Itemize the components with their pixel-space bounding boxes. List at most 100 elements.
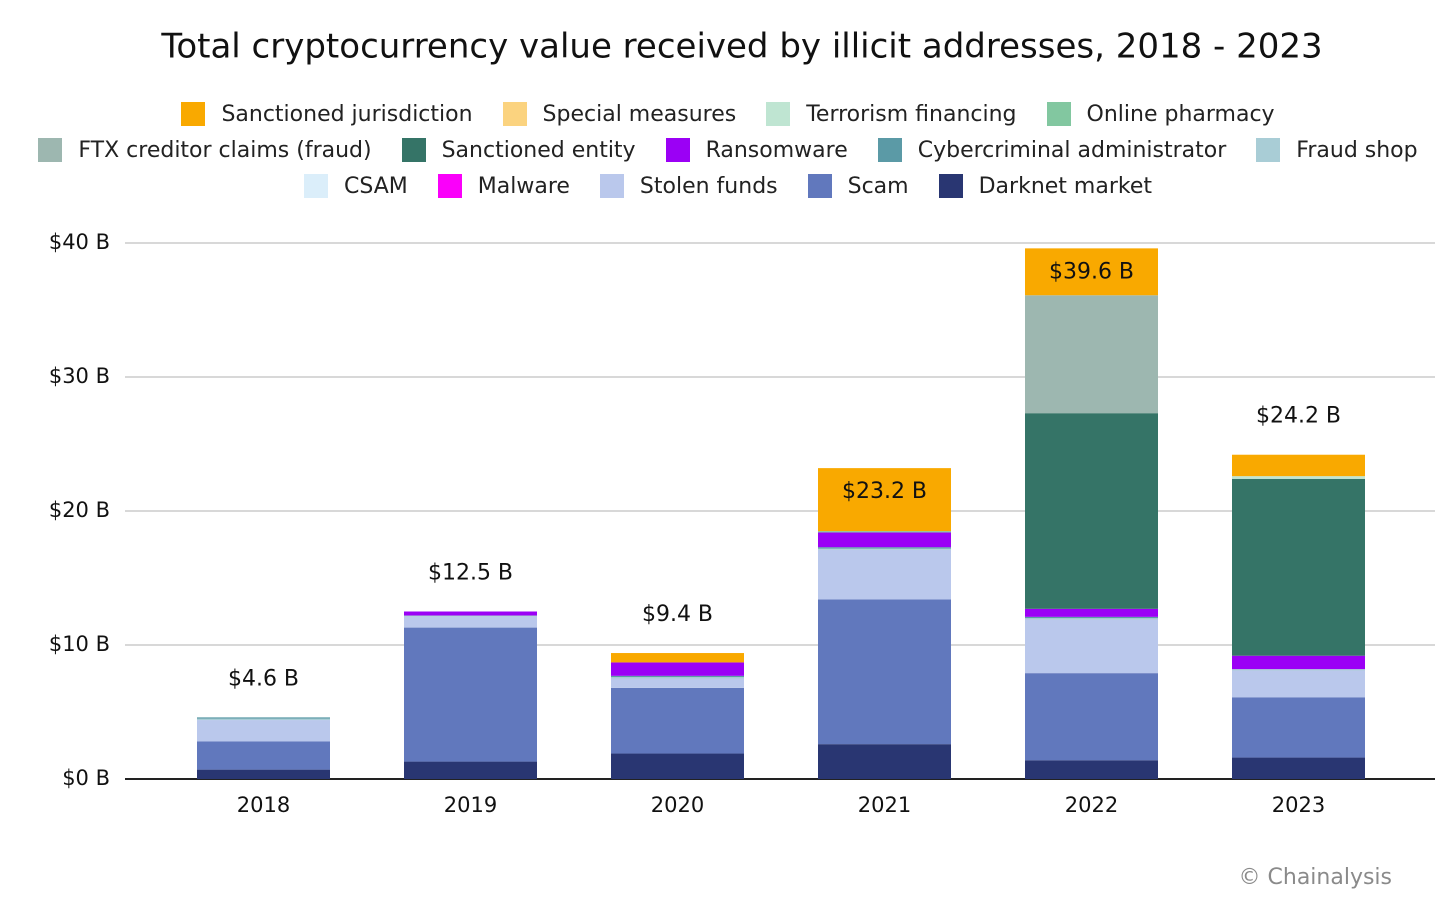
bar-segment bbox=[611, 677, 744, 679]
legend-swatch bbox=[665, 138, 690, 162]
legend-item: Sanctioned jurisdiction bbox=[181, 101, 473, 127]
legend-label: FTX creditor claims (fraud) bbox=[78, 137, 372, 163]
legend-swatch bbox=[502, 102, 527, 126]
bar-segment bbox=[404, 611, 537, 616]
legend-swatch bbox=[304, 174, 328, 198]
bar-segment bbox=[1025, 616, 1158, 619]
bar-segment bbox=[611, 662, 744, 676]
legend-swatch bbox=[1046, 102, 1071, 126]
bar-segment bbox=[404, 615, 537, 617]
total-label: $4.6 B bbox=[228, 666, 299, 691]
bar-segment bbox=[404, 616, 537, 628]
x-tick-label: 2023 bbox=[1272, 793, 1325, 817]
legend-swatch bbox=[938, 174, 963, 198]
legend: Sanctioned jurisdiction Special measures T… bbox=[0, 96, 1456, 204]
bar-segment bbox=[197, 717, 330, 719]
bar-segment bbox=[1232, 697, 1365, 758]
legend-label: Terrorism financing bbox=[806, 101, 1017, 127]
bar-segment bbox=[1025, 673, 1158, 761]
bar-segment bbox=[611, 753, 744, 779]
y-tick-label: $10 B bbox=[49, 632, 110, 656]
bar-segment bbox=[1025, 248, 1158, 296]
bar-segment bbox=[1232, 655, 1365, 670]
total-label: $12.5 B bbox=[428, 561, 513, 586]
legend-item: Fraud shop bbox=[1256, 137, 1418, 163]
legend-label: Malware bbox=[477, 173, 570, 199]
bar-segment bbox=[197, 720, 330, 742]
legend-label: Special measures bbox=[542, 101, 737, 127]
bar-segment bbox=[1025, 618, 1158, 620]
bar-segment bbox=[611, 678, 744, 688]
bar-segment bbox=[818, 468, 951, 532]
y-tick-label: $20 B bbox=[49, 498, 110, 522]
bar-segment bbox=[404, 761, 537, 779]
total-label: $9.4 B bbox=[642, 602, 713, 627]
legend-swatch bbox=[401, 138, 426, 162]
total-label: $23.2 B bbox=[842, 479, 927, 504]
bar-segment bbox=[1025, 608, 1158, 617]
bar-segment bbox=[1232, 454, 1365, 477]
bar-segment bbox=[611, 687, 744, 754]
legend-item: Cybercriminal administrator bbox=[877, 137, 1227, 163]
bar-segment bbox=[1025, 619, 1158, 674]
bar-segment bbox=[1232, 478, 1365, 656]
bar-segment bbox=[1025, 413, 1158, 609]
legend-swatch bbox=[766, 102, 791, 126]
legend-item: Darknet market bbox=[938, 173, 1152, 199]
legend-item: CSAM bbox=[304, 174, 408, 199]
legend-item: Scam bbox=[807, 173, 909, 199]
legend-swatch bbox=[437, 174, 462, 198]
legend-row: FTX creditor claims (fraud) Sanctioned en… bbox=[0, 132, 1456, 168]
legend-item: Sanctioned entity bbox=[401, 137, 636, 163]
bar-segment bbox=[197, 741, 330, 770]
x-tick-label: 2022 bbox=[1065, 793, 1118, 817]
bar-segment bbox=[1232, 670, 1365, 698]
bar-segment bbox=[818, 744, 951, 779]
legend-item: Special measures bbox=[502, 101, 737, 127]
bar-segment bbox=[1025, 760, 1158, 779]
legend-label: CSAM bbox=[344, 173, 408, 199]
legend-swatch bbox=[599, 174, 624, 198]
bar-segment bbox=[611, 675, 744, 678]
x-tick-label: 2019 bbox=[444, 793, 497, 817]
legend-item: FTX creditor claims (fraud) bbox=[38, 137, 372, 163]
bar-segment bbox=[1232, 476, 1365, 479]
legend-row: CSAM Malware Stolen funds Scam Darknet marke… bbox=[0, 168, 1456, 204]
legend-label: Sanctioned entity bbox=[441, 137, 636, 163]
bar-segment bbox=[1025, 295, 1158, 414]
legend-swatch bbox=[181, 102, 206, 126]
legend-label: Stolen funds bbox=[639, 173, 778, 199]
legend-label: Darknet market bbox=[978, 173, 1152, 199]
bar-segment bbox=[197, 718, 330, 721]
legend-label: Sanctioned jurisdiction bbox=[221, 101, 473, 127]
legend-label: Scam bbox=[847, 173, 909, 199]
legend-swatch bbox=[877, 138, 902, 162]
bar-segment bbox=[1232, 669, 1365, 671]
legend-label: Cybercriminal administrator bbox=[917, 137, 1227, 163]
bar-segment bbox=[404, 627, 537, 762]
legend-label: Online pharmacy bbox=[1086, 101, 1275, 127]
bar-segment bbox=[818, 531, 951, 533]
legend-item: Terrorism financing bbox=[766, 101, 1017, 127]
legend-item: Malware bbox=[437, 173, 570, 199]
y-tick-label: $0 B bbox=[62, 766, 110, 790]
legend-item: Stolen funds bbox=[599, 173, 778, 199]
bar-segment bbox=[818, 599, 951, 745]
x-tick-label: 2020 bbox=[651, 793, 704, 817]
y-tick-label: $30 B bbox=[49, 364, 110, 388]
total-label: $39.6 B bbox=[1049, 259, 1134, 284]
legend-swatch bbox=[807, 174, 832, 198]
legend-swatch bbox=[1256, 138, 1281, 162]
legend-item: Online pharmacy bbox=[1046, 101, 1275, 127]
legend-label: Fraud shop bbox=[1296, 137, 1418, 163]
bar-segment bbox=[818, 532, 951, 548]
chart-title: Total cryptocurrency value received by i… bbox=[160, 27, 1322, 67]
bar-segment bbox=[818, 548, 951, 550]
source: © Chainalysis bbox=[1239, 865, 1392, 890]
x-tick-label: 2021 bbox=[858, 793, 911, 817]
legend-item: Ransomware bbox=[665, 137, 848, 163]
bar-segment bbox=[197, 769, 330, 779]
legend-label: Ransomware bbox=[705, 137, 848, 163]
